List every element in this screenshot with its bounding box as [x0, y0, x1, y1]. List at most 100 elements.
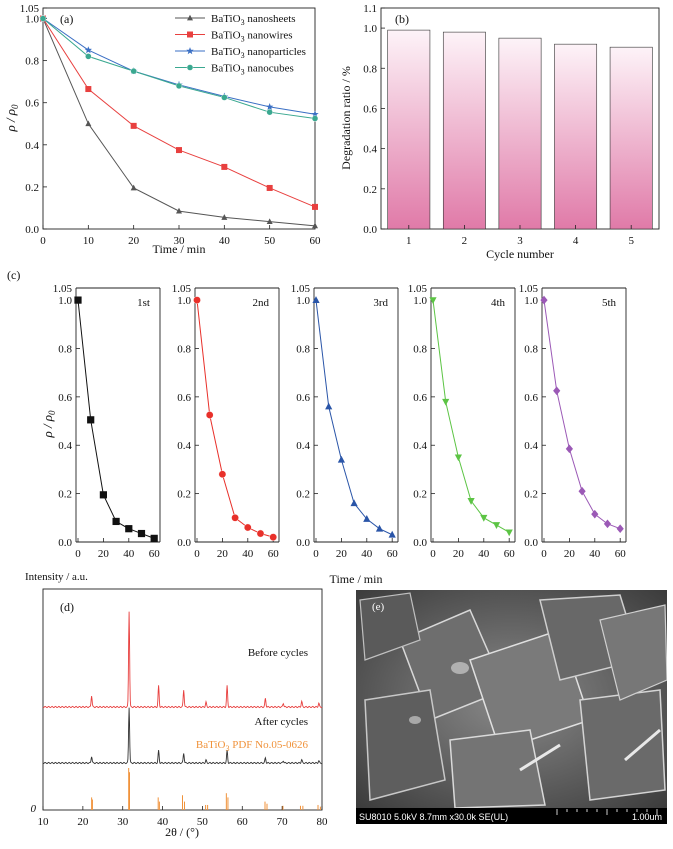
- panel-c-x-tick-label: 0: [430, 548, 436, 560]
- panel-b-y-tick-label: 0.4: [363, 144, 377, 156]
- panel-b-y-tick-label: 0.0: [363, 224, 377, 236]
- panel-c-y-tick-label: 0.2: [296, 489, 310, 501]
- panel-c-y-tick-label: 0.4: [524, 440, 538, 452]
- panel-c-data-point: [505, 529, 513, 537]
- panel-c-y-tick-label: 1.05: [172, 283, 192, 295]
- panel-a-x-tick-label: 0: [40, 235, 46, 247]
- panel-c-y-tick-label: 1.05: [53, 283, 73, 295]
- panel-e-sem-image: (e) SU8010 5.0kV 8.7mm x30.0k SE(UL) 1.0…: [356, 590, 667, 824]
- panel-d-after-cycles-pattern-label: After cycles: [255, 716, 308, 728]
- panel-c-series-line: [432, 300, 510, 533]
- panel-c-y-tick-label: 0.0: [524, 537, 538, 549]
- panel-c-y-tick-label: 0.6: [177, 392, 191, 404]
- panel-c-data-point: [591, 509, 599, 519]
- panel-c-y-tick-label: 0.2: [177, 489, 191, 501]
- panel-c-data-point: [87, 416, 95, 424]
- panel-c-y-tick-label: 0.4: [296, 440, 310, 452]
- panel-c-cycle-label: 2nd: [253, 297, 270, 309]
- panel-a-data-point: [85, 120, 92, 127]
- panel-c-data-point: [388, 530, 396, 538]
- panel-c-x-tick-label: 60: [504, 548, 516, 560]
- panel-d-before-cycles-pattern: [42, 611, 323, 709]
- panel-c-x-tick-label: 60: [268, 548, 280, 560]
- panel-c-data-point: [312, 296, 320, 303]
- panel-c-cycle-label: 1st: [137, 297, 150, 309]
- panel-c-data-point: [603, 519, 612, 529]
- panel-a-data-point: [130, 184, 137, 191]
- panel-a-legend-marker: [187, 31, 193, 38]
- panel-c-data-point: [205, 411, 214, 419]
- panel-a-y-tick-label: 0.4: [25, 140, 39, 152]
- panel-c-x-tick-label: 20: [98, 548, 110, 560]
- sem-scale-text: 1.00um: [632, 812, 662, 822]
- panel-c-y-axis-label: ρ / ρ0: [40, 410, 57, 439]
- panel-d-label: (d): [60, 600, 74, 614]
- panel-c-data-point: [480, 514, 488, 522]
- panel-c-data-point: [243, 523, 252, 532]
- panel-a-data-point: [130, 67, 137, 75]
- panel-a-y-tick-label: 0.2: [25, 182, 39, 194]
- panel-d-reference-label: BaTiO3 PDF No.05-0626: [196, 739, 309, 753]
- panel-c-x-tick-label: 0: [313, 548, 319, 560]
- panel-d-after-cycles-pattern: [42, 707, 323, 765]
- panel-c-data-point: [337, 455, 345, 463]
- panel-a-legend-entry: BaTiO3 nanoparticles: [211, 46, 306, 60]
- panel-b-y-tick-label: 0.6: [363, 103, 377, 115]
- sem-nanosheets: [359, 592, 667, 808]
- panel-c-cycle-label: 3rd: [373, 297, 388, 309]
- panel-a-data-point: [266, 108, 273, 116]
- panel-c-x-tick-label: 40: [361, 548, 373, 560]
- panel-b-x-axis-label: Cycle number: [486, 247, 554, 261]
- panel-c-subplot-2nd: 0.0 0.2 0.4 0.6 0.8 1.01.05 0 20 40 60 2nd: [172, 283, 280, 560]
- panel-c-data-point: [74, 296, 82, 304]
- panel-c-data-point: [137, 529, 146, 538]
- panel-c-data-point: [350, 499, 358, 507]
- panel-c-x-tick-label: 40: [589, 548, 601, 560]
- panel-c-x-tick-label: 40: [123, 548, 135, 560]
- panel-d-y-axis-label: Intensity / a.u.: [25, 571, 88, 583]
- panel-c-data-point: [325, 402, 333, 410]
- panel-d-x-tick-label: 60: [237, 816, 249, 828]
- sem-info-bar: [356, 808, 667, 824]
- panel-c-y-tick-label: 0.6: [296, 392, 310, 404]
- panel-a-line-chart: (a) 0.0 0.2 0.4 0.6 0.8 1.01.05 0 10 20 30 40 50 60…: [3, 3, 321, 256]
- panel-c-data-point: [442, 398, 450, 406]
- panel-a-data-point: [266, 184, 273, 191]
- panel-a-y-tick-label: 0.6: [25, 98, 39, 110]
- svg-text:ρ / ρ0: ρ / ρ0: [3, 104, 20, 133]
- panel-c-y-tick-label: 1.05: [408, 283, 428, 295]
- panel-d-x-tick-label: 20: [77, 816, 89, 828]
- panel-a-x-tick-label: 40: [219, 235, 231, 247]
- panel-c-y-tick-label: 1.05: [291, 283, 311, 295]
- panel-c-data-point: [616, 524, 624, 534]
- panel-d-x-tick-label: 50: [197, 816, 209, 828]
- panel-c-y-tick-label: 0.0: [413, 537, 427, 549]
- panel-d-before-cycles-pattern-label: Before cycles: [248, 647, 308, 659]
- panel-e-label: (e): [372, 601, 385, 613]
- panel-a-x-tick-label: 20: [128, 235, 140, 247]
- panel-b-x-tick-label: 5: [628, 235, 634, 247]
- panel-c-x-tick-label: 60: [387, 548, 399, 560]
- panel-a-data-point: [221, 94, 228, 101]
- panel-b-label: (b): [395, 12, 409, 26]
- panel-a-legend-entry: BaTiO3 nanowires: [211, 30, 293, 44]
- panel-c-y-tick-label: 0.0: [177, 537, 191, 549]
- panel-b-bar: [498, 37, 542, 230]
- sem-scale-bar: [556, 809, 658, 815]
- panel-c-y-tick-label: 0.2: [524, 489, 538, 501]
- panel-c-data-point: [454, 454, 462, 462]
- panel-d-x-tick-label: 30: [117, 816, 129, 828]
- panel-a-x-tick-label: 30: [174, 235, 186, 247]
- panel-c-y-tick-label: 0.2: [413, 489, 427, 501]
- panel-c-y-tick-label: 0.4: [58, 440, 72, 452]
- panel-a-label: (a): [60, 12, 73, 26]
- panel-c-data-point: [578, 486, 586, 496]
- panel-b-y-tick-label: 1.0: [363, 23, 377, 35]
- panel-a-legend-marker: [186, 47, 194, 55]
- panel-c-data-point: [231, 514, 239, 522]
- panel-a-data-point: [85, 53, 92, 60]
- panel-d-x-tick-label: 70: [277, 816, 289, 828]
- panel-a-data-point: [221, 214, 228, 220]
- panel-d-x-tick-label: 40: [157, 816, 169, 828]
- panel-c-x-tick-label: 40: [478, 548, 490, 560]
